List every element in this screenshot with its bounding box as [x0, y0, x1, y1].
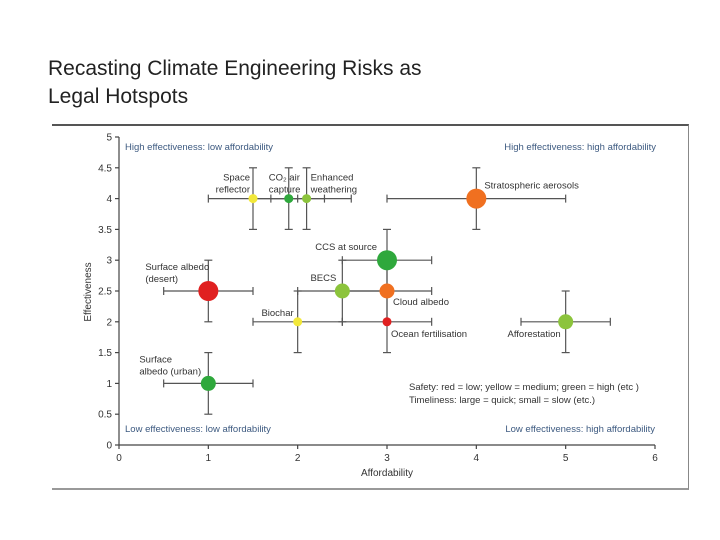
x-tick-label: 6: [652, 453, 658, 464]
y-tick-label: 4: [106, 194, 112, 205]
x-tick-label: 4: [474, 453, 480, 464]
point-label: BECS: [310, 273, 336, 284]
y-tick-label: 2.5: [98, 287, 112, 298]
y-tick-label: 1: [106, 379, 112, 390]
data-point: [302, 194, 312, 204]
quadrant-label-top-right: High effectiveness: high affordability: [504, 142, 656, 153]
point-label: Enhanced weathering: [310, 173, 357, 196]
y-tick-label: 3: [106, 256, 112, 267]
point-label: Biochar: [261, 308, 293, 319]
y-axis-label: Effectiveness: [83, 262, 94, 321]
data-point: [377, 250, 397, 271]
x-tick-label: 3: [384, 453, 390, 464]
y-tick-label: 0.5: [98, 410, 112, 421]
data-point: [379, 283, 395, 299]
point-label: Stratospheric aerosols: [484, 181, 579, 192]
y-tick-label: 1.5: [98, 348, 112, 359]
point-label: Space reflector: [216, 173, 250, 196]
y-tick-label: 5: [106, 133, 112, 144]
data-point: [382, 317, 392, 327]
point-label: Cloud albedo: [393, 297, 449, 308]
x-tick-label: 5: [563, 453, 569, 464]
data-point: [200, 375, 216, 391]
chart-frame: [52, 124, 689, 490]
point-label: Surface albedo (urban): [139, 354, 201, 377]
data-point: [466, 188, 487, 209]
data-point: [558, 314, 574, 330]
x-tick-label: 1: [206, 453, 212, 464]
legend-safety: Safety: red = low; yellow = medium; gree…: [409, 382, 639, 393]
data-point: [248, 194, 258, 204]
point-label: Surface albedo (desert): [145, 262, 209, 285]
y-tick-label: 0: [106, 441, 112, 452]
data-point: [198, 281, 219, 301]
point-label: CO₂ air capture: [269, 173, 301, 196]
x-axis-label: Affordability: [361, 468, 413, 479]
data-point: [284, 194, 294, 204]
quadrant-label-bottom-left: Low effectiveness: low affordability: [125, 424, 271, 435]
quadrant-label-bottom-right: Low effectiveness: high affordability: [505, 424, 655, 435]
x-tick-label: 0: [116, 453, 122, 464]
quadrant-label-top-left: High effectiveness: low affordability: [125, 142, 273, 153]
x-tick-label: 2: [295, 453, 301, 464]
point-label: Afforestation: [507, 329, 560, 340]
legend-timeliness: Timeliness: large = quick; small = slow …: [409, 395, 595, 406]
data-point: [334, 283, 350, 299]
point-label: Ocean fertilisation: [391, 329, 467, 340]
slide-title: Recasting Climate Engineering Risks as L…: [48, 57, 422, 108]
y-tick-label: 2: [106, 317, 112, 328]
y-tick-label: 3.5: [98, 225, 112, 236]
point-label: CCS at source: [315, 242, 377, 253]
y-tick-label: 4.5: [98, 163, 112, 174]
data-point: [293, 317, 303, 327]
